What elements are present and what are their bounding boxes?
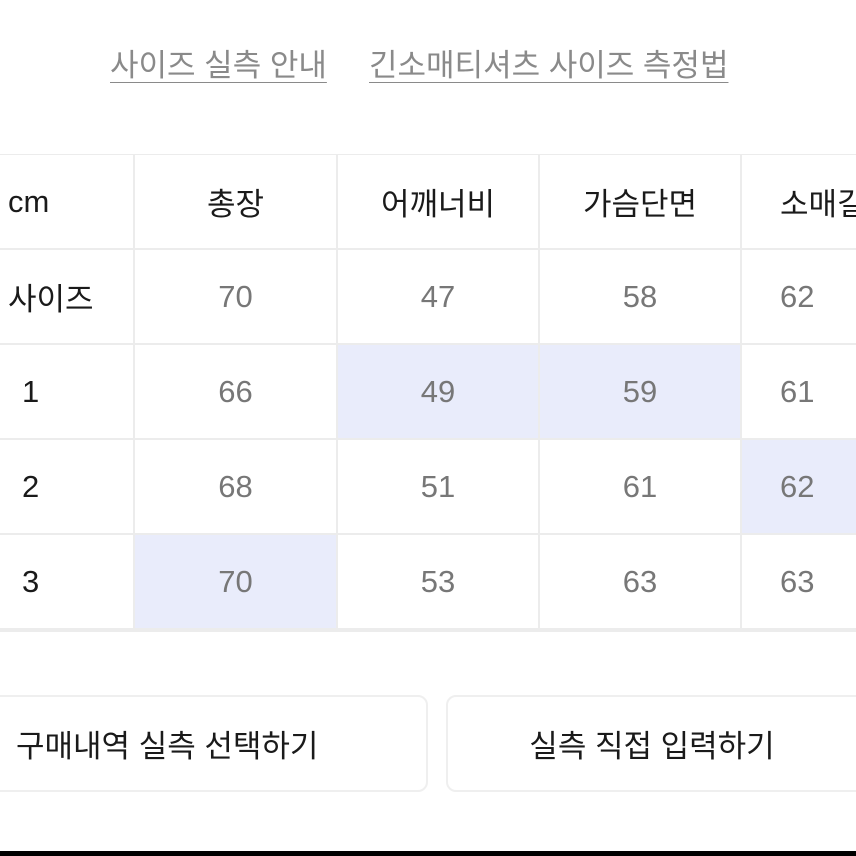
table-cell: 63 [742, 535, 856, 628]
measure-method-link[interactable]: 긴소매티셔츠 사이즈 측정법 [369, 48, 729, 83]
column-header: 총장 [135, 155, 336, 248]
select-purchase-measurement-button[interactable]: 구매내역 실측 선택하기 [0, 695, 428, 792]
table-cell: 63 [540, 535, 740, 628]
size-guide-link[interactable]: 사이즈 실측 안내 [110, 48, 327, 83]
table-cell: 66 [135, 345, 336, 438]
table-cell: 62 [742, 440, 856, 533]
table-cell: 61 [742, 345, 856, 438]
table-cell: 68 [135, 440, 336, 533]
unit-header: cm [0, 155, 133, 248]
size-table: cm 총장 어깨너비 가슴단면 소매길 사이즈 70 47 58 62 1 66 49 59 61 2 68 51… [0, 154, 856, 632]
direct-input-measurement-button[interactable]: 실측 직접 입력하기 [446, 695, 856, 792]
column-header: 소매길 [742, 155, 856, 248]
row-header: 1 [0, 345, 133, 438]
table-cell: 58 [540, 250, 740, 343]
table-cell: 61 [540, 440, 740, 533]
row-header: 3 [0, 535, 133, 628]
table-cell: 53 [338, 535, 538, 628]
bottom-bar [0, 851, 856, 856]
table-cell: 59 [540, 345, 740, 438]
table-cell: 49 [338, 345, 538, 438]
table-cell: 62 [742, 250, 856, 343]
table-cell: 70 [135, 535, 336, 628]
size-links: 사이즈 실측 안내 긴소매티셔츠 사이즈 측정법 [0, 40, 856, 84]
select-purchase-label: 구매내역 실측 선택하기 [16, 729, 319, 764]
row-header: 사이즈 [0, 250, 133, 343]
column-header: 가슴단면 [540, 155, 740, 248]
row-header: 2 [0, 440, 133, 533]
column-header: 어깨너비 [338, 155, 538, 248]
table-cell: 47 [338, 250, 538, 343]
direct-input-label: 실측 직접 입력하기 [529, 729, 775, 764]
table-cell: 51 [338, 440, 538, 533]
table-cell: 70 [135, 250, 336, 343]
